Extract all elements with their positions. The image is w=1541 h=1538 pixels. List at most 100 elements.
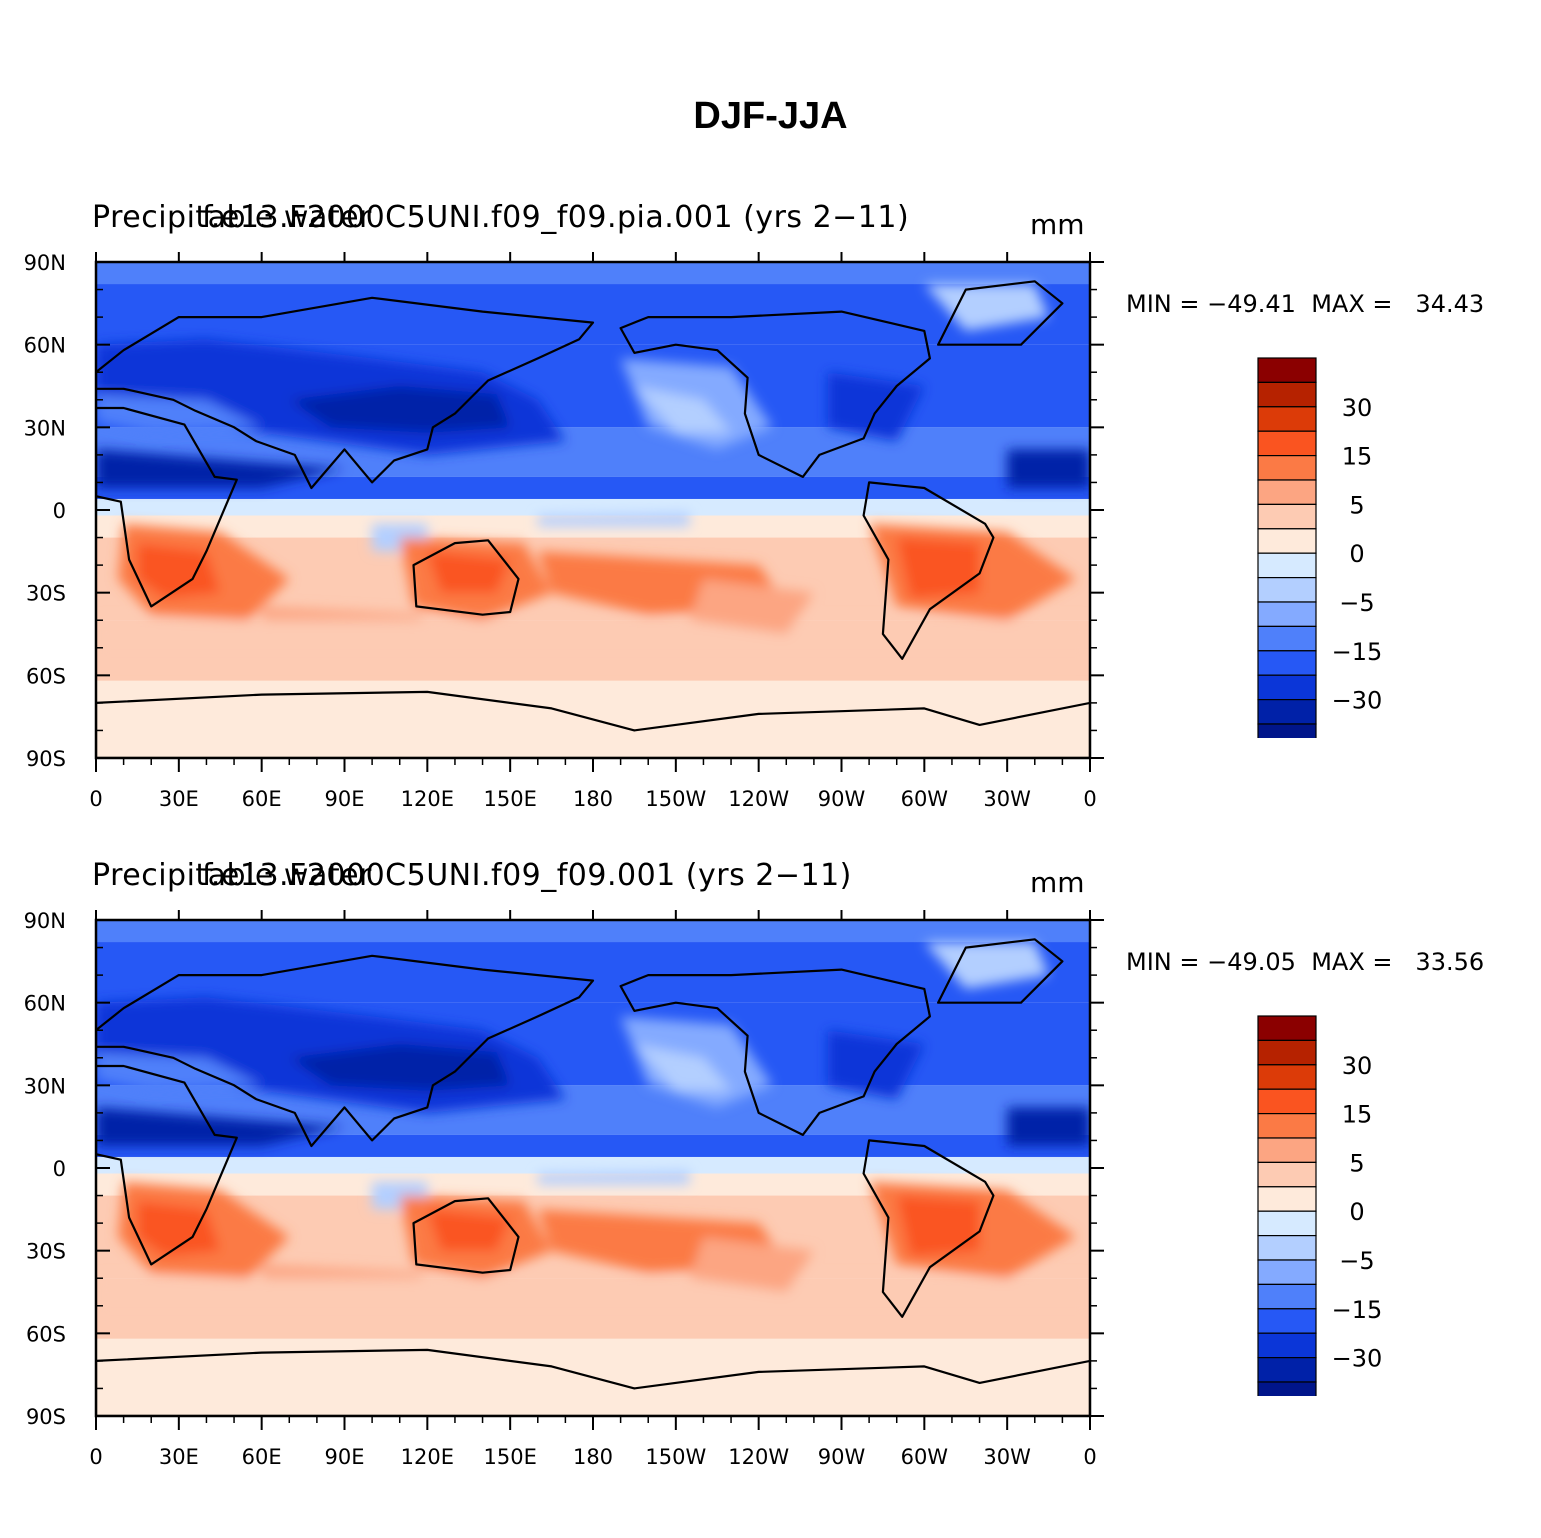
nh-africa-band bbox=[96, 1107, 345, 1146]
tropical-pacific-blue bbox=[537, 1170, 690, 1185]
lat-band bbox=[96, 1134, 1090, 1157]
colorbar-cell bbox=[1257, 1137, 1317, 1163]
lon-tick-label: 60W bbox=[901, 787, 949, 811]
colorbar-cell bbox=[1257, 1357, 1317, 1383]
southern-ocean bbox=[96, 1278, 1090, 1320]
lon-tick-label: 60E bbox=[242, 787, 282, 811]
lon-tick-label: 60E bbox=[242, 1445, 282, 1469]
colorbar-cell bbox=[1257, 1210, 1317, 1237]
tibet-east-asia-max bbox=[289, 1044, 511, 1091]
contour-fill bbox=[96, 262, 1090, 758]
south-america-coast bbox=[862, 481, 995, 660]
lat-tick-label: 90N bbox=[24, 909, 66, 933]
greenland-coast bbox=[937, 280, 1064, 346]
lat-tick-label: 90S bbox=[26, 747, 66, 771]
colorbar-cell bbox=[1257, 625, 1317, 652]
colorbar-label: 15 bbox=[1342, 443, 1373, 471]
colorbar-cell bbox=[1257, 479, 1317, 505]
greenland-coast bbox=[937, 938, 1064, 1004]
north-america-east bbox=[827, 372, 925, 442]
min-max-stats: MIN = −49.41 MAX = 34.43 bbox=[1126, 290, 1484, 318]
north-america-east bbox=[827, 1030, 925, 1100]
colorbar-label: 5 bbox=[1349, 491, 1364, 519]
lon-tick-label: 180 bbox=[573, 1445, 613, 1469]
panel-title: Precipitable water f.e13.F2000C5UNI.f09_… bbox=[92, 858, 851, 893]
atlantic-band bbox=[1007, 449, 1090, 488]
colorbar-label: −30 bbox=[1332, 687, 1383, 715]
lon-tick-label: 30E bbox=[159, 1445, 199, 1469]
units-label: mm bbox=[1030, 866, 1085, 899]
north-america-coast bbox=[619, 310, 931, 478]
lon-tick-label: 0 bbox=[1083, 1445, 1096, 1469]
lon-tick-label: 180 bbox=[573, 787, 613, 811]
colorbar-cell bbox=[1257, 674, 1317, 701]
min-value: −49.41 bbox=[1207, 290, 1296, 318]
colorbar-cell bbox=[1257, 577, 1317, 603]
colorbar: 30 15 5 0 −5 −15 −30 bbox=[1257, 1015, 1382, 1396]
min-max-stats: MIN = −49.05 MAX = 33.56 bbox=[1126, 948, 1484, 976]
lat-band bbox=[96, 1173, 1090, 1196]
mediterranean bbox=[96, 394, 262, 433]
lat-tick-label: 30N bbox=[24, 1074, 66, 1098]
lat-band bbox=[96, 1156, 1090, 1174]
africa-coast bbox=[96, 406, 238, 608]
colorbar-cell bbox=[1257, 1235, 1317, 1261]
colorbar-cell bbox=[1257, 430, 1317, 457]
colorbar-cell bbox=[1257, 454, 1317, 481]
colorbar-cell bbox=[1257, 1332, 1317, 1359]
colorbar-cell bbox=[1257, 528, 1317, 554]
lon-tick-label: 120E bbox=[401, 787, 454, 811]
figure-title: DJF-JJA bbox=[693, 95, 848, 137]
greenland bbox=[924, 284, 1049, 331]
lon-tick-label: 90W bbox=[818, 1445, 866, 1469]
southern-africa-core bbox=[137, 543, 221, 599]
colorbar-label: −5 bbox=[1339, 589, 1374, 617]
lat-tick-label: 90N bbox=[24, 251, 66, 275]
min-label: MIN = bbox=[1126, 290, 1200, 318]
colorbar-cell bbox=[1257, 1015, 1317, 1041]
colorbar-label: 30 bbox=[1342, 1052, 1373, 1080]
colorbar-cell bbox=[1257, 601, 1317, 627]
south-america-core bbox=[896, 537, 980, 599]
north-america-coast bbox=[619, 968, 931, 1136]
lat-band bbox=[96, 498, 1090, 516]
colorbar-label: 15 bbox=[1342, 1101, 1373, 1129]
colorbar-cell bbox=[1257, 1283, 1317, 1310]
contour-map: 90N 60N 30N 0 30S 60S 90S 0 30E 60E 90E 120E 150E 180… bbox=[24, 251, 1104, 811]
variable-label: Precipitable water bbox=[92, 858, 372, 893]
lon-tick-label: 90W bbox=[818, 787, 866, 811]
lon-tick-label: 0 bbox=[1083, 787, 1096, 811]
tibet-east-asia-max bbox=[289, 386, 511, 433]
australia-core bbox=[427, 1209, 511, 1251]
min-label: MIN = bbox=[1126, 948, 1200, 976]
greenland bbox=[924, 942, 1049, 989]
lat-band bbox=[96, 515, 1090, 538]
colorbar-cell bbox=[1257, 1039, 1317, 1066]
eurasia-coast bbox=[96, 296, 595, 490]
lon-tick-label: 90E bbox=[325, 787, 365, 811]
colorbar-cell bbox=[1257, 381, 1317, 408]
pacific-light bbox=[634, 386, 732, 433]
case-label: f.e13.F2000C5UNI.f09_f09.pia.001 (yrs 2−… bbox=[202, 200, 910, 235]
colorbar-label: −5 bbox=[1339, 1247, 1374, 1275]
lat-tick-label: 60N bbox=[24, 992, 66, 1016]
pacific-light bbox=[634, 1044, 732, 1091]
lon-tick-label: 120W bbox=[728, 787, 789, 811]
colorbar-cell bbox=[1257, 1064, 1317, 1090]
lon-tick-label: 30W bbox=[983, 1445, 1031, 1469]
lon-tick-label: 60W bbox=[901, 1445, 949, 1469]
colorbar-cell bbox=[1257, 723, 1317, 738]
lon-tick-label: 30E bbox=[159, 787, 199, 811]
nh-africa-band bbox=[96, 449, 345, 488]
australia-coast bbox=[412, 1197, 520, 1274]
australia-core bbox=[427, 551, 511, 593]
colorbar-cell bbox=[1257, 406, 1317, 432]
lon-tick-label: 0 bbox=[89, 787, 102, 811]
map-panel-pia: Precipitable water f.e13.F2000C5UNI.f09_… bbox=[0, 200, 1541, 840]
lon-tick-label: 150W bbox=[645, 787, 706, 811]
eurasia-coast bbox=[96, 954, 595, 1148]
lon-tick-label: 90E bbox=[325, 1445, 365, 1469]
antarctica-coast bbox=[96, 1348, 1090, 1416]
southern-africa-core bbox=[137, 1201, 221, 1257]
colorbar-cell bbox=[1257, 1161, 1317, 1188]
